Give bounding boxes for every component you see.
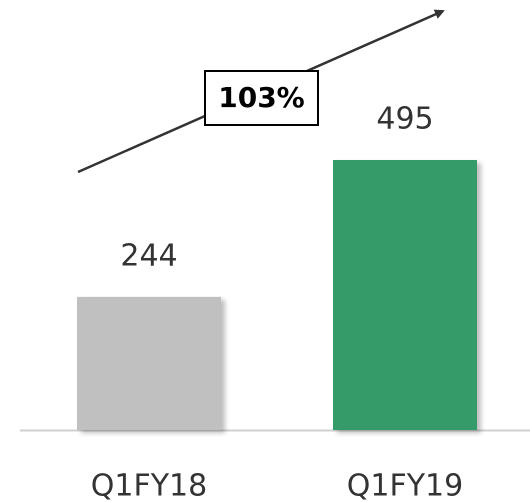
bar <box>77 296 221 430</box>
annotation-box <box>204 70 319 126</box>
x-tick-label: Q1FY19 <box>347 469 463 502</box>
bar <box>333 160 477 430</box>
x-tick-label: Q1FY18 <box>91 469 207 502</box>
value-label: 244 <box>120 238 177 273</box>
value-label: 495 <box>376 102 433 137</box>
annotation: 103% <box>218 81 305 114</box>
